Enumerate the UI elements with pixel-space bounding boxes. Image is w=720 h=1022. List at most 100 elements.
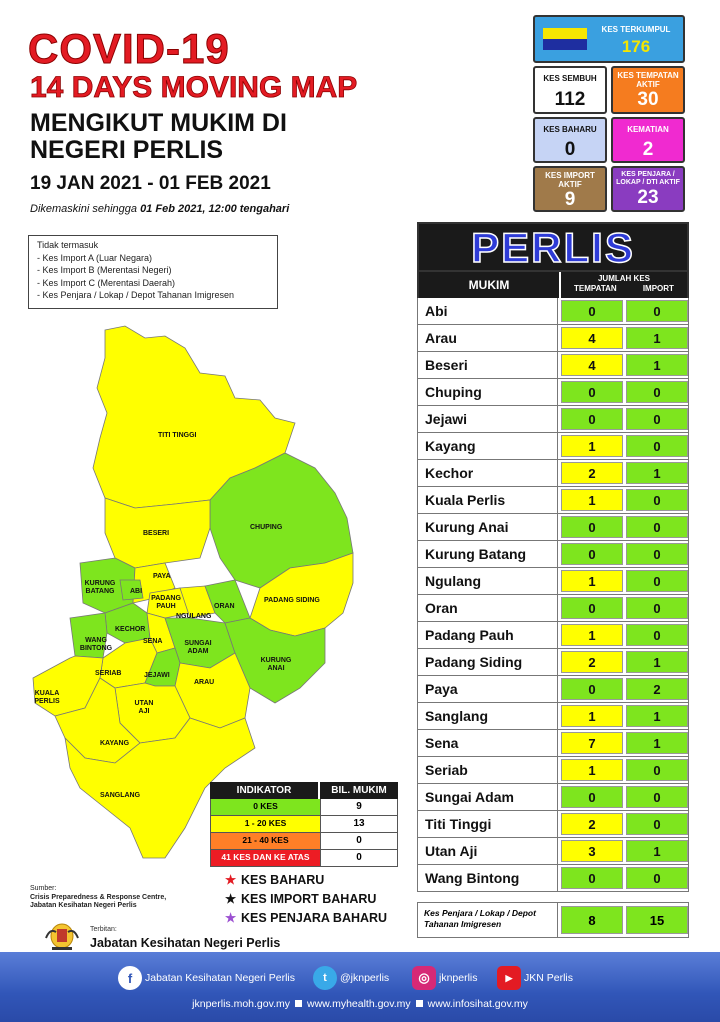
youtube-link[interactable]: ▶ JKN Perlis bbox=[497, 966, 573, 990]
note-item: - Kes Import B (Merentasi Negeri) bbox=[37, 265, 172, 275]
mukim-name: Kayang bbox=[418, 433, 558, 459]
import-count: 0 bbox=[625, 381, 688, 403]
table-row: Padang Siding 2 1 bbox=[417, 649, 689, 676]
region-padang-pauh bbox=[146, 587, 191, 619]
mukim-name: Kurung Batang bbox=[418, 541, 558, 567]
facebook-icon: f bbox=[118, 966, 142, 990]
import-count: 0 bbox=[625, 759, 688, 781]
table-row: Wang Bintong 0 0 bbox=[417, 865, 689, 892]
publisher-name: Jabatan Kesihatan Negeri Perlis bbox=[90, 936, 281, 950]
note-heading: Tidak termasuk bbox=[37, 240, 99, 250]
stat-value: 2 bbox=[642, 139, 654, 160]
penjara-label: Kes Penjara / Lokap / Depot Tahanan Imig… bbox=[418, 903, 558, 937]
url-infosihat[interactable]: www.infosihat.gov.my bbox=[427, 998, 528, 1010]
mukim-name: Arau bbox=[418, 325, 558, 351]
table-row: Kuala Perlis 1 0 bbox=[417, 487, 689, 514]
map-label-sanglang: SANGLANG bbox=[100, 792, 141, 799]
instagram-link[interactable]: ◎ jknperlis bbox=[412, 966, 478, 990]
region-abi bbox=[119, 579, 144, 601]
indicator-count: 9 bbox=[321, 799, 397, 815]
title-covid: COVID-19 bbox=[28, 25, 230, 72]
tempatan-count: 0 bbox=[560, 300, 623, 322]
map-label-padang-pauh: PADANG PAUH bbox=[151, 595, 181, 610]
url-jknperlis[interactable]: jknperlis.moh.gov.my bbox=[192, 998, 290, 1010]
mukim-name: Chuping bbox=[418, 379, 558, 405]
import-count: 1 bbox=[625, 327, 688, 349]
table-row: Seriab 1 0 bbox=[417, 757, 689, 784]
table-header: MUKIM JUMLAH KES TEMPATAN IMPORT bbox=[417, 272, 689, 298]
indicator-count: 0 bbox=[321, 833, 397, 849]
region-beseri bbox=[104, 497, 211, 569]
map-label-sungai-adam: SUNGAI ADAM bbox=[184, 640, 212, 655]
map-label-beseri: BESERI bbox=[143, 530, 170, 537]
col-jumlah-label: JUMLAH KES bbox=[597, 274, 650, 283]
import-count: 0 bbox=[625, 570, 688, 592]
mukim-name: Ngulang bbox=[418, 568, 558, 594]
table-row: Kurung Batang 0 0 bbox=[417, 541, 689, 568]
tempatan-count: 1 bbox=[560, 759, 623, 781]
map-label-kayang: KAYANG bbox=[100, 740, 130, 747]
map-label-paya: PAYA bbox=[153, 573, 171, 580]
twitter-link[interactable]: t @jknperlis bbox=[313, 966, 389, 990]
table-row: Abi 0 0 bbox=[417, 298, 689, 325]
col-tempatan: TEMPATAN bbox=[574, 284, 617, 293]
map-label-wang-bintong: WANG BINTONG bbox=[79, 637, 113, 652]
map-label-jejawi: JEJAWI bbox=[144, 672, 170, 679]
import-count: 0 bbox=[625, 867, 688, 889]
import-count: 2 bbox=[625, 678, 688, 700]
source-heading: Sumber: bbox=[30, 885, 57, 892]
stat-label: KES TEMPATAN AKTIF bbox=[617, 71, 679, 89]
import-count: 0 bbox=[625, 489, 688, 511]
import-count: 0 bbox=[625, 300, 688, 322]
indicator-row: 41 KES DAN KE ATAS 0 bbox=[210, 850, 398, 867]
stat-kematian: KEMATIAN 2 bbox=[611, 117, 685, 163]
stat-value: 30 bbox=[637, 89, 659, 110]
table-row: Titi Tinggi 2 0 bbox=[417, 811, 689, 838]
footer-urls: jknperlis.moh.gov.my www.myhealth.gov.my w… bbox=[0, 998, 720, 1010]
map-label-chuping: CHUPING bbox=[250, 524, 283, 531]
url-myhealth[interactable]: www.myhealth.gov.my bbox=[306, 998, 411, 1010]
import-count: 1 bbox=[625, 732, 688, 754]
map-label-abi: ABI bbox=[130, 588, 143, 595]
cases-table: PERLIS MUKIM JUMLAH KES TEMPATAN IMPORT A… bbox=[417, 222, 689, 938]
stat-value: 23 bbox=[637, 187, 659, 208]
note-item: - Kes Penjara / Lokap / Depot Tahanan Im… bbox=[37, 290, 234, 300]
tempatan-count: 1 bbox=[560, 570, 623, 592]
table-row: Kechor 2 1 bbox=[417, 460, 689, 487]
stat-label: KES SEMBUH bbox=[543, 74, 597, 83]
mukim-name: Titi Tinggi bbox=[418, 811, 558, 837]
mukim-name: Padang Siding bbox=[418, 649, 558, 675]
import-count: 1 bbox=[625, 462, 688, 484]
import-count: 1 bbox=[625, 705, 688, 727]
mukim-name: Abi bbox=[418, 298, 558, 324]
footer-band: f Jabatan Kesihatan Negeri Perlis t @jkn… bbox=[0, 952, 720, 1022]
import-count: 0 bbox=[625, 813, 688, 835]
table-row: Arau 4 1 bbox=[417, 325, 689, 352]
publisher-label: Terbitan: bbox=[90, 926, 117, 933]
indicator-count: 13 bbox=[321, 816, 397, 832]
stat-kes-import-aktif: KES IMPORT AKTIF 9 bbox=[533, 166, 607, 212]
flag-icon bbox=[543, 28, 587, 50]
import-count: 0 bbox=[625, 516, 688, 538]
subtitle-line1: MENGIKUT MUKIM DI bbox=[30, 109, 287, 137]
note-item: - Kes Import C (Merentasi Daerah) bbox=[37, 277, 176, 288]
mukim-name: Paya bbox=[418, 676, 558, 702]
indicator-label: 21 - 40 KES bbox=[211, 833, 321, 849]
tempatan-count: 2 bbox=[560, 462, 623, 484]
tempatan-count: 0 bbox=[560, 597, 623, 619]
facebook-link[interactable]: f Jabatan Kesihatan Negeri Perlis bbox=[118, 966, 295, 990]
mukim-name: Beseri bbox=[418, 352, 558, 378]
indicator-col-label: INDIKATOR bbox=[210, 782, 320, 799]
indicator-col-count: BIL. MUKIM bbox=[331, 785, 387, 796]
tempatan-count: 2 bbox=[560, 651, 623, 673]
stat-label: KES BAHARU bbox=[543, 125, 597, 134]
import-count: 0 bbox=[625, 408, 688, 430]
stat-label: KES PENJARA / LOKAP / DTI AKTIF bbox=[616, 171, 680, 186]
subtitle-line2: NEGERI PERLIS bbox=[30, 136, 224, 164]
table-row: Sanglang 1 1 bbox=[417, 703, 689, 730]
mukim-name: Sanglang bbox=[418, 703, 558, 729]
mukim-name: Utan Aji bbox=[418, 838, 558, 864]
stat-kes-tempatan-aktif: KES TEMPATAN AKTIF 30 bbox=[611, 66, 685, 114]
map-label-kurung-batang: KURUNG BATANG bbox=[84, 580, 116, 595]
legend-item: ★ KES BAHARU bbox=[225, 871, 387, 890]
